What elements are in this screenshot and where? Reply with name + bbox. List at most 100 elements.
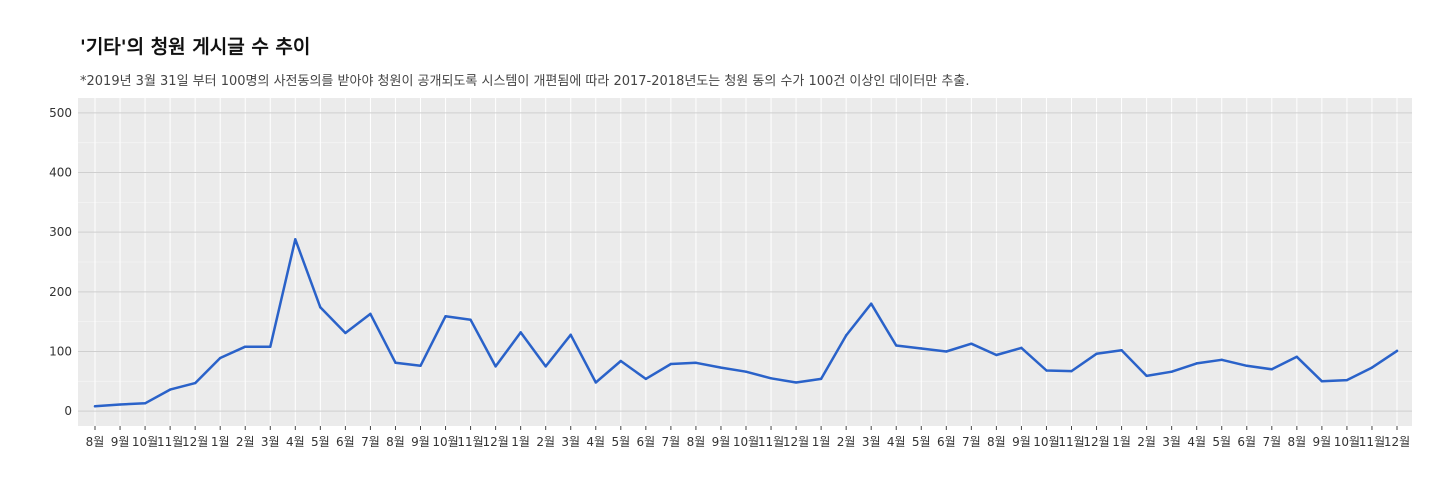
data-point — [143, 402, 147, 405]
x-tick-label: 9월 — [712, 435, 731, 449]
data-point — [844, 334, 848, 337]
data-point — [118, 403, 122, 406]
x-tick-label: 12월 — [1384, 435, 1410, 449]
x-tick-label: 3월 — [261, 435, 280, 449]
x-tick-label: 3월 — [1162, 435, 1181, 449]
data-point — [1195, 362, 1198, 365]
x-tick-label: 2월 — [1137, 435, 1156, 449]
data-point — [995, 353, 998, 357]
y-tick-label: 0 — [64, 404, 72, 418]
x-tick-label: 7월 — [662, 435, 681, 449]
data-point — [1270, 368, 1274, 371]
data-point — [1120, 349, 1123, 352]
x-tick-label: 11월 — [1058, 435, 1084, 449]
data-point — [1395, 349, 1399, 353]
x-tick-label: 8월 — [386, 435, 405, 449]
data-point — [1345, 378, 1349, 382]
x-tick-label: 2월 — [837, 435, 856, 449]
x-tick-label: 6월 — [1237, 435, 1256, 449]
x-tick-label: 9월 — [111, 435, 130, 449]
x-tick-label: 5월 — [311, 435, 330, 449]
x-tick-label: 12월 — [1083, 435, 1109, 449]
grid-lines — [78, 98, 1412, 426]
data-point — [544, 365, 547, 368]
x-tick-label: 8월 — [86, 435, 105, 449]
data-point — [569, 333, 572, 336]
x-tick-label: 7월 — [1262, 435, 1281, 449]
data-point — [594, 381, 597, 384]
x-tick-label: 1월 — [1112, 435, 1131, 449]
x-tick-label: 3월 — [862, 435, 881, 449]
data-point — [469, 318, 472, 322]
data-point — [694, 361, 698, 364]
x-tick-label: 1월 — [511, 435, 530, 449]
data-point — [819, 377, 823, 381]
x-tick-label: 9월 — [1313, 435, 1332, 449]
data-point — [970, 342, 973, 345]
x-tick-label: 4월 — [586, 435, 605, 449]
x-tick-label: 10월 — [132, 435, 158, 449]
x-tick-label: 2월 — [536, 435, 555, 449]
x-tick-label: 6월 — [336, 435, 355, 449]
data-point — [719, 366, 723, 369]
x-tick-label: 4월 — [286, 435, 305, 449]
data-point — [644, 377, 648, 381]
data-point — [744, 370, 748, 373]
data-point — [794, 381, 798, 384]
data-point — [1020, 346, 1023, 350]
x-tick-label: 10월 — [733, 435, 759, 449]
data-point — [444, 315, 447, 318]
chart-title: '기타'의 청원 게시글 수 추이 — [80, 36, 311, 58]
data-point — [1245, 364, 1248, 367]
data-point — [1320, 380, 1324, 383]
data-point — [769, 377, 773, 380]
data-point — [945, 350, 948, 353]
x-tick-label: 6월 — [937, 435, 956, 449]
data-point — [419, 364, 422, 367]
y-axis-ticks: 0 100 200 300 400 500 — [49, 106, 72, 418]
data-point — [218, 356, 222, 360]
x-tick-label: 12월 — [482, 435, 508, 449]
data-point — [1070, 369, 1073, 373]
chart-subtitle: *2019년 3월 31일 부터 100명의 사전동의를 받아야 청원이 공개되… — [80, 74, 970, 89]
data-point — [193, 381, 197, 385]
data-point — [294, 238, 297, 241]
data-point — [1370, 366, 1374, 369]
data-point — [1045, 369, 1048, 372]
y-tick-label: 200 — [49, 285, 72, 299]
x-tick-label: 2월 — [236, 435, 255, 449]
x-tick-label: 4월 — [887, 435, 906, 449]
x-tick-label: 1월 — [812, 435, 831, 449]
data-point — [1145, 374, 1148, 378]
x-tick-label: 8월 — [687, 435, 706, 449]
data-point — [1170, 370, 1173, 373]
series-layer — [93, 238, 1399, 408]
y-tick-label: 500 — [49, 106, 72, 120]
data-point — [1220, 358, 1223, 362]
data-point — [869, 302, 873, 305]
x-tick-label: 7월 — [962, 435, 981, 449]
data-point — [669, 362, 673, 366]
x-tick-label: 1월 — [211, 435, 230, 449]
data-point — [394, 361, 397, 364]
data-point — [895, 344, 898, 347]
data-point — [93, 405, 97, 408]
data-point — [369, 312, 372, 316]
x-tick-label: 11월 — [157, 435, 183, 449]
data-point — [244, 345, 247, 348]
data-point — [619, 359, 623, 363]
x-tick-label: 7월 — [361, 435, 380, 449]
data-point — [269, 345, 272, 348]
x-tick-label: 8월 — [987, 435, 1006, 449]
x-tick-label: 6월 — [637, 435, 656, 449]
x-tick-label: 5월 — [912, 435, 931, 449]
x-tick-label: 12월 — [783, 435, 809, 449]
data-point — [920, 347, 923, 350]
x-tick-label: 12월 — [182, 435, 208, 449]
data-point — [344, 331, 347, 335]
x-tick-label: 11월 — [758, 435, 784, 449]
y-tick-label: 100 — [49, 344, 72, 358]
